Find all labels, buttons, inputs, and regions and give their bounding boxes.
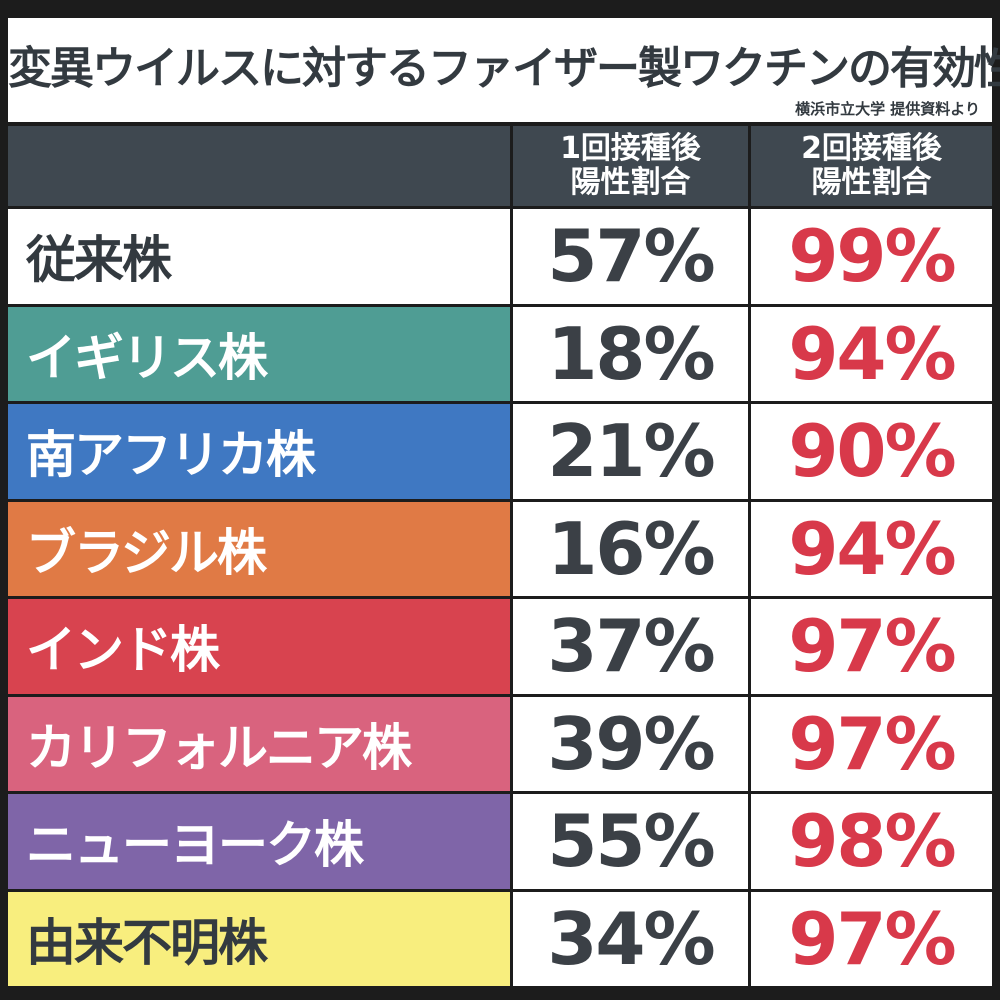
second-dose-value: 97% — [751, 891, 992, 986]
second-dose-value: 94% — [751, 501, 992, 596]
second-dose-value: 99% — [751, 209, 992, 304]
row-label: 南アフリカ株 — [8, 404, 510, 499]
row-label: ニューヨーク株 — [8, 794, 510, 889]
row-label: カリフォルニア株 — [8, 696, 510, 791]
second-dose-value: 98% — [751, 794, 992, 889]
column-header: 2回接種後 陽性割合 — [751, 126, 992, 206]
row-label: 由来不明株 — [8, 891, 510, 986]
row-label: イギリス株 — [8, 306, 510, 401]
column-header: 1回接種後 陽性割合 — [513, 126, 748, 206]
second-dose-value: 97% — [751, 599, 992, 694]
first-dose-value: 55% — [513, 794, 748, 889]
first-dose-value: 39% — [513, 696, 748, 791]
row-label: ブラジル株 — [8, 501, 510, 596]
header-blank — [8, 126, 510, 206]
source: 横浜市立大学 提供資料より — [795, 100, 980, 118]
row-label: 従来株 — [8, 209, 510, 304]
title-box: 変異ウイルスに対するファイザー製ワクチンの有効性 横浜市立大学 提供資料より — [8, 18, 1000, 122]
first-dose-value: 57% — [513, 209, 748, 304]
title: 変異ウイルスに対するファイザー製ワクチンの有効性 — [8, 43, 1000, 94]
second-dose-value: 97% — [751, 696, 992, 791]
first-dose-value: 21% — [513, 404, 748, 499]
first-dose-value: 18% — [513, 306, 748, 401]
first-dose-value: 16% — [513, 501, 748, 596]
first-dose-value: 37% — [513, 599, 748, 694]
first-dose-value: 34% — [513, 891, 748, 986]
row-label: インド株 — [8, 599, 510, 694]
second-dose-value: 90% — [751, 404, 992, 499]
second-dose-value: 94% — [751, 306, 992, 401]
